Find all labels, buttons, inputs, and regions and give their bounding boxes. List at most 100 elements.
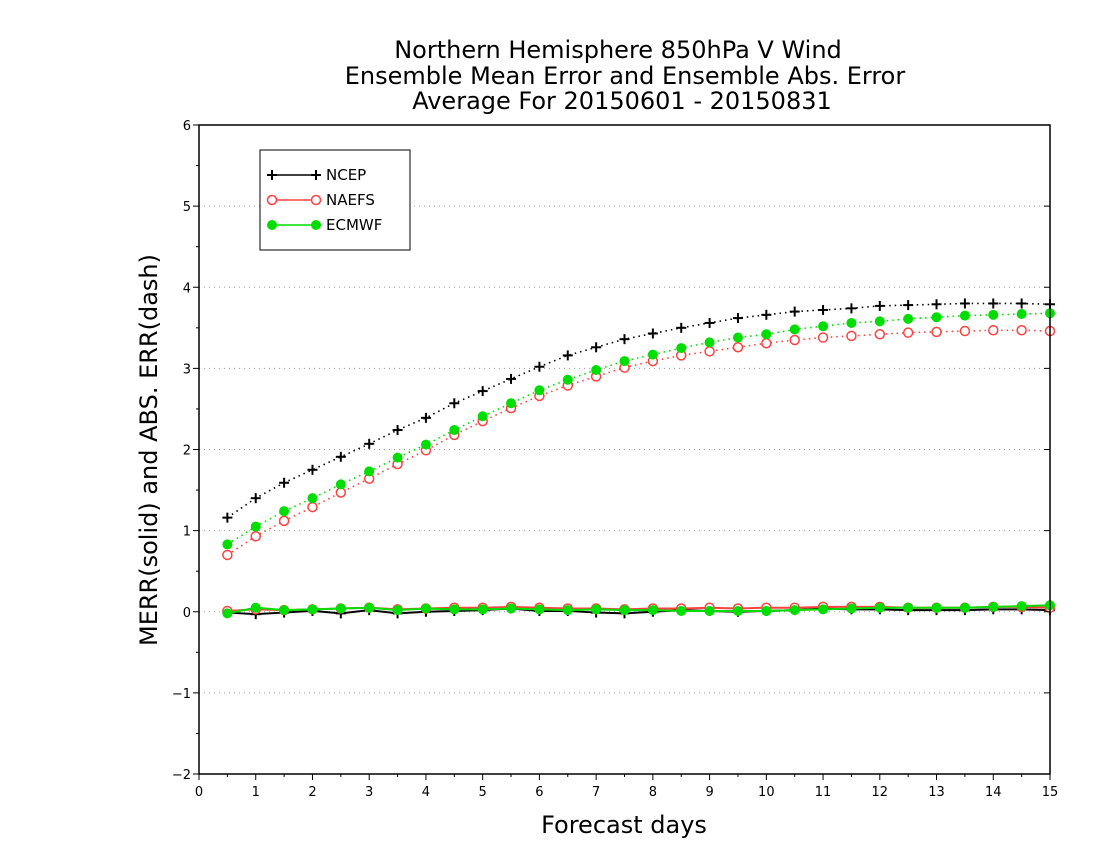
series-ecmwf-mean-error-point	[307, 604, 318, 615]
series-naefs-abs-error-point	[250, 531, 261, 542]
series-ecmwf-abs-error-point	[250, 521, 261, 532]
series-ncep-abs-error-point	[647, 328, 658, 339]
series-ncep-abs-error-point	[959, 298, 970, 309]
legend-marker-ncep-start	[267, 170, 277, 180]
series-ecmwf-abs-error-point	[477, 411, 488, 422]
x-axis-title: Forecast days	[541, 811, 707, 839]
series-ecmwf-abs-error-point	[279, 506, 290, 517]
chart-title-line-2: Ensemble Mean Error and Ensemble Abs. Er…	[345, 62, 906, 90]
series-ecmwf-mean-error-point	[789, 605, 800, 616]
series-ecmwf-mean-error-point	[506, 603, 517, 614]
series-ecmwf-mean-error-point	[959, 602, 970, 613]
series-ecmwf-abs-error-point	[420, 439, 431, 450]
series-ecmwf-abs-error-point	[704, 337, 715, 348]
series-ncep-abs-error-point	[761, 309, 772, 320]
series-ecmwf-abs-error-point	[619, 356, 630, 367]
series-ecmwf-abs-error-point	[562, 374, 573, 385]
series-ecmwf-abs-error-line	[226, 312, 1051, 546]
series-ecmwf-mean-error-point	[477, 604, 488, 615]
series-ecmwf-mean-error-point	[676, 605, 687, 616]
series-ecmwf-abs-error-point	[1016, 309, 1027, 320]
series-naefs-abs-error-line	[226, 329, 1051, 556]
y-tick-label: 2	[183, 444, 191, 459]
y-tick-label: 4	[183, 281, 191, 296]
series-naefs-abs-error-point	[902, 327, 914, 338]
y-tick-label: 3	[183, 362, 191, 377]
series-naefs-abs-error-point	[817, 332, 829, 343]
y-tick-label: −1	[172, 687, 191, 702]
series-ecmwf-abs-error-point	[676, 343, 687, 354]
series-ncep-abs-error-line	[226, 302, 1051, 519]
x-tick-label: 15	[1042, 785, 1059, 800]
series-ecmwf-mean-error-point	[761, 605, 772, 616]
x-tick-label: 10	[758, 785, 775, 800]
legend-label-ecmwf: ECMWF	[326, 216, 382, 234]
series-ncep-abs-error-point	[335, 451, 346, 462]
series-naefs-abs-error-point	[931, 326, 942, 338]
series-ecmwf-abs-error-point	[534, 385, 545, 396]
series-ecmwf-mean-error-point	[846, 603, 857, 614]
legend-entries: NCEP NAEFS ECMWF	[266, 166, 382, 234]
legend-marker-naefs-start	[266, 194, 278, 206]
chart-title-line-1: Northern Hemisphere 850hPa V Wind	[394, 36, 842, 64]
series-ecmwf-mean-error-point	[874, 602, 885, 613]
series-ncep-abs-error-point	[506, 373, 517, 384]
series-ncep-abs-error-point	[591, 342, 602, 353]
y-tick-label: 5	[183, 200, 191, 215]
x-tick-label: 13	[928, 785, 945, 800]
series-ecmwf-mean-error-point	[392, 605, 403, 616]
series-naefs-abs-error-point	[278, 515, 290, 527]
series-ecmwf-mean-error-point	[420, 603, 431, 614]
series-ncep-abs-error-point	[534, 361, 545, 372]
legend-marker-naefs-end	[310, 194, 322, 206]
series-ncep-abs-error-point	[364, 438, 375, 449]
legend-label-naefs: NAEFS	[326, 191, 375, 209]
series-ecmwf-abs-error-point	[732, 332, 743, 343]
x-tick-label: 12	[872, 785, 889, 800]
series-ecmwf-mean-error-point	[647, 605, 658, 616]
series-naefs-abs-error-point	[846, 330, 857, 342]
x-tick-label: 14	[985, 785, 1002, 800]
series-ecmwf-mean-error-point	[364, 602, 375, 613]
x-tick-label: 6	[535, 785, 543, 800]
series-ecmwf-abs-error-point	[931, 312, 942, 323]
legend: NCEP NAEFS ECMWF	[259, 149, 411, 251]
series-ecmwf-mean-error-point	[732, 605, 743, 616]
series-ecmwf-abs-error-point	[818, 321, 829, 332]
series-ecmwf-mean-error-point	[591, 604, 602, 615]
series-ncep-abs-error-point	[392, 425, 403, 436]
grid-layer	[199, 205, 1050, 694]
series-ecmwf-abs-error-point	[449, 425, 460, 436]
series-ecmwf-mean-error-point	[534, 604, 545, 615]
x-tick-label: 2	[308, 785, 316, 800]
series-naefs-abs-error-point	[789, 334, 800, 346]
series-ncep-abs-error-point	[619, 334, 630, 345]
series-ncep	[222, 298, 1055, 620]
series-ecmwf-abs-error-point	[364, 466, 375, 477]
series-ecmwf-mean-error-point	[903, 602, 914, 613]
series-ncep-abs-error-point	[818, 304, 829, 315]
y-axis-title: MERR(solid) and ABS. ERR(dash)	[135, 254, 163, 646]
x-tick-label: 4	[422, 785, 430, 800]
series-ecmwf-abs-error-point	[846, 317, 857, 328]
legend-marker-ecmwf-start	[267, 220, 277, 230]
series-ncep-abs-error-point	[222, 512, 233, 523]
series-ecmwf-abs-error-point	[222, 539, 233, 550]
x-tick-label: 8	[649, 785, 657, 800]
x-tick-label: 3	[365, 785, 373, 800]
series-naefs-abs-error-point	[732, 342, 744, 353]
series-ncep-abs-error-point	[846, 303, 857, 314]
series-ecmwf-mean-error-point	[250, 602, 261, 613]
series-naefs-abs-error-point	[704, 346, 715, 357]
series-ncep-abs-error-point	[1016, 298, 1027, 309]
series-ncep-abs-error-point	[676, 322, 687, 333]
legend-marker-ncep-end	[311, 170, 321, 180]
series-naefs	[222, 324, 1056, 617]
series-naefs-abs-error-point	[222, 549, 233, 561]
series-ecmwf-abs-error-point	[591, 364, 602, 375]
y-tick-label: −2	[172, 768, 191, 783]
series-naefs-abs-error-point	[988, 324, 999, 336]
